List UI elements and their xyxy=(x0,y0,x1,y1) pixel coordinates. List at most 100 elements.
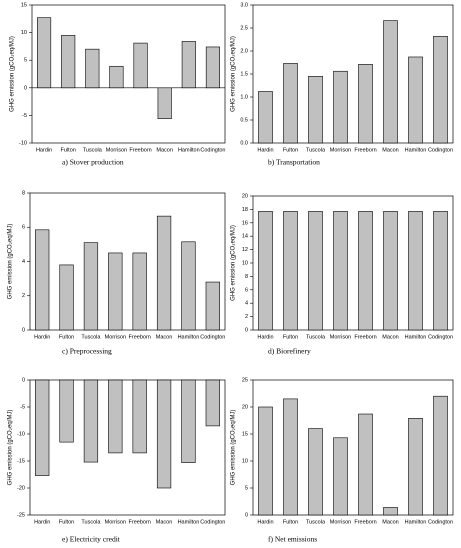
bar xyxy=(283,211,298,331)
bar xyxy=(358,211,373,331)
y-tick-label: 16 xyxy=(242,220,248,226)
y-tick-label: 6 xyxy=(245,287,248,293)
y-tick-label: 5 xyxy=(245,485,248,491)
x-tick-label: Codington xyxy=(200,147,225,153)
bar xyxy=(109,65,124,89)
x-tick-label: Tuscola xyxy=(306,334,326,340)
plot-frame xyxy=(29,379,226,516)
bar xyxy=(132,379,147,454)
caption: b) Transportation xyxy=(268,158,320,167)
plot-frame xyxy=(31,4,226,144)
caption: e) Electricity credit xyxy=(62,535,121,544)
y-tick-label: 2.5 xyxy=(240,25,248,31)
bar xyxy=(37,17,52,89)
y-tick-label: 0 xyxy=(245,512,248,518)
y-tick-label: 0 xyxy=(22,377,25,383)
y-tick-label: 20 xyxy=(242,193,248,199)
bar xyxy=(35,229,50,331)
x-tick-label: Hardin xyxy=(34,334,50,340)
x-tick-label: Hamilton xyxy=(405,334,427,340)
x-tick-label: Macon xyxy=(156,519,173,525)
y-tick-label: 0.0 xyxy=(240,140,248,146)
bar xyxy=(156,379,172,489)
x-tick-label: Macon xyxy=(382,334,399,340)
x-tick-label: Hamilton xyxy=(405,519,427,525)
x-tick-label: Fulton xyxy=(59,519,74,525)
bar xyxy=(408,56,423,144)
x-tick-label: Tuscola xyxy=(81,334,101,340)
x-tick-label: Freeborn xyxy=(129,334,151,340)
bar xyxy=(85,48,100,89)
plot-frame xyxy=(252,379,454,516)
x-tick-label: Tuscola xyxy=(306,147,326,153)
x-tick-label: Macon xyxy=(156,147,173,153)
bar xyxy=(59,264,74,331)
bar xyxy=(433,211,448,331)
y-tick-label: 4 xyxy=(22,259,25,265)
bar xyxy=(333,211,348,331)
y-tick-label: -10 xyxy=(17,431,25,437)
x-tick-label: Morrison xyxy=(105,334,126,340)
x-tick-label: Hamilton xyxy=(178,147,200,153)
x-tick-label: Hamilton xyxy=(178,334,200,340)
x-tick-label: Tuscola xyxy=(81,519,101,525)
y-tick-label: -10 xyxy=(19,140,27,146)
bar xyxy=(205,379,220,427)
x-tick-label: Freeborn xyxy=(354,334,376,340)
bar xyxy=(383,211,398,331)
y-tick-label: 15 xyxy=(242,431,248,437)
bar xyxy=(258,406,273,516)
x-tick-label: Morrison xyxy=(330,147,351,153)
bar xyxy=(258,91,273,144)
y-tick-label: 2.0 xyxy=(240,48,248,54)
x-tick-label: Fulton xyxy=(59,334,74,340)
x-tick-label: Hardin xyxy=(257,519,273,525)
y-tick-label: 6 xyxy=(22,225,25,231)
x-tick-label: Freeborn xyxy=(354,147,376,153)
plot-frame xyxy=(252,4,454,144)
y-tick-label: 4 xyxy=(245,301,248,307)
y-tick-label: 10 xyxy=(242,260,248,266)
y-tick-label: 3.0 xyxy=(240,2,248,8)
y-tick-label: 10 xyxy=(21,30,27,36)
bar xyxy=(133,42,148,89)
bar xyxy=(408,211,423,331)
plot-frame xyxy=(252,195,454,331)
bar xyxy=(181,379,196,463)
x-tick-label: Codington xyxy=(200,334,225,340)
y-axis-label: GHG emission (gCO₂eq/MJ) xyxy=(231,410,237,486)
x-tick-label: Morrison xyxy=(330,519,351,525)
x-tick-label: Tuscola xyxy=(83,147,103,153)
y-tick-label: 10 xyxy=(242,458,248,464)
y-tick-label: 0 xyxy=(22,327,25,333)
y-tick-label: -20 xyxy=(17,485,25,491)
bar xyxy=(358,64,373,144)
y-axis-label: GHG emission (gCO₂eq/MJ) xyxy=(231,225,237,301)
x-tick-label: Codington xyxy=(428,334,453,340)
y-tick-label: 18 xyxy=(242,207,248,213)
x-tick-label: Codington xyxy=(428,519,453,525)
bar xyxy=(258,211,273,331)
y-tick-label: 2 xyxy=(245,314,248,320)
x-tick-label: Hardin xyxy=(36,147,52,153)
x-tick-label: Fulton xyxy=(61,147,76,153)
bar xyxy=(333,437,348,516)
bar xyxy=(333,70,348,144)
bar xyxy=(83,379,99,463)
y-tick-label: 1.0 xyxy=(240,94,248,100)
y-tick-label: 1.5 xyxy=(240,71,248,77)
bar xyxy=(157,87,172,120)
y-tick-label: 2 xyxy=(22,293,25,299)
y-tick-label: 12 xyxy=(242,247,248,253)
x-tick-label: Hamilton xyxy=(178,519,200,525)
y-axis-label: GHG emission (gCO₂eq/MJ) xyxy=(231,36,237,112)
x-tick-label: Morrison xyxy=(106,147,127,153)
x-tick-label: Fulton xyxy=(283,334,298,340)
x-tick-label: Morrison xyxy=(330,334,351,340)
x-tick-label: Codington xyxy=(428,147,453,153)
caption: d) Biorefinery xyxy=(268,347,311,356)
bar xyxy=(61,35,76,89)
y-tick-label: -5 xyxy=(20,404,25,410)
bar xyxy=(59,379,74,443)
bar xyxy=(408,418,423,516)
